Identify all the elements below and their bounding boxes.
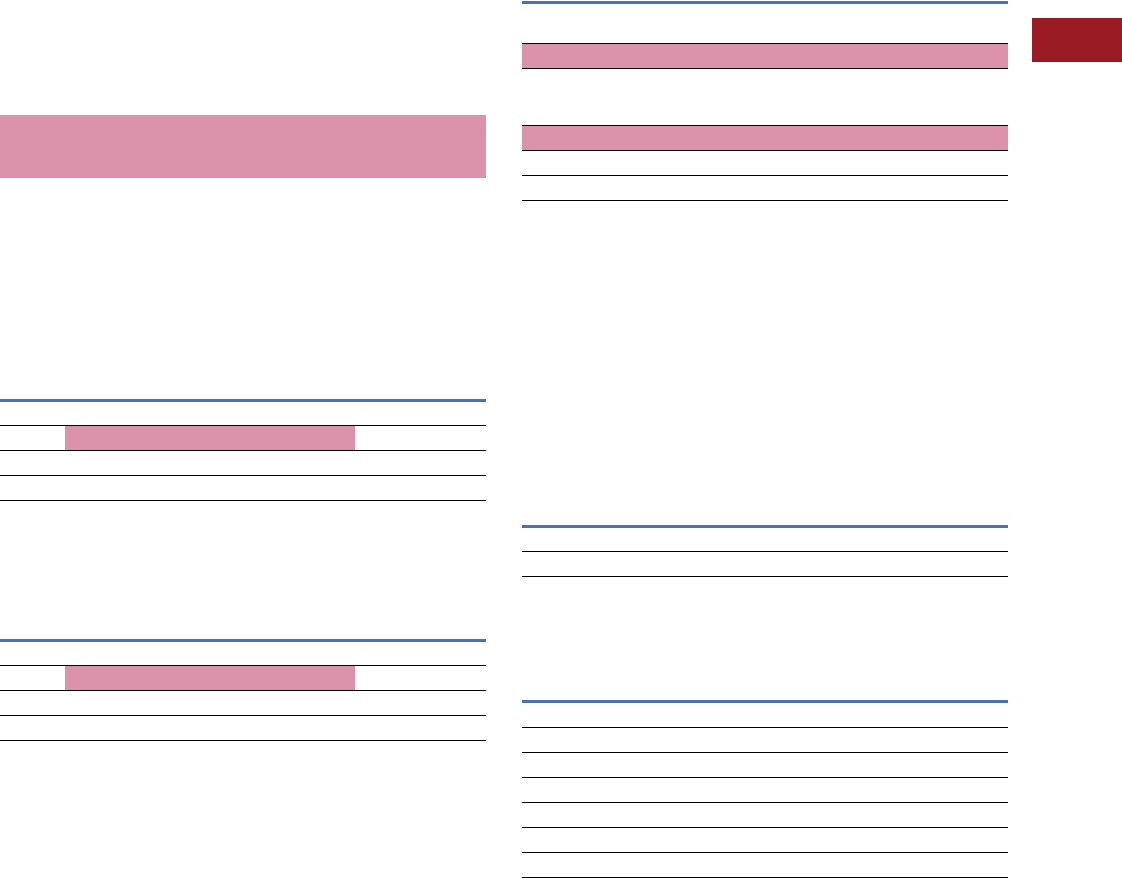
row-rule xyxy=(0,690,486,691)
row-rule xyxy=(0,740,486,741)
row-rule xyxy=(522,802,1008,803)
header-row xyxy=(522,43,1008,68)
table xyxy=(0,639,486,741)
highlight-cell xyxy=(65,425,355,450)
row-rule xyxy=(522,551,1008,552)
row-rule xyxy=(0,665,486,666)
table xyxy=(522,700,1008,878)
highlight-cell xyxy=(65,665,355,690)
table-top-rule xyxy=(0,399,486,402)
row-rule xyxy=(522,200,1008,201)
table-top-rule xyxy=(522,1,1008,4)
table xyxy=(0,399,486,501)
row-rule xyxy=(522,125,1008,126)
row-rule xyxy=(522,68,1008,69)
row-rule xyxy=(522,43,1008,44)
row-rule xyxy=(522,576,1008,577)
row-rule xyxy=(522,852,1008,853)
table xyxy=(522,525,1008,577)
row-rule xyxy=(522,752,1008,753)
table xyxy=(522,1,1008,201)
table-top-rule xyxy=(522,525,1008,528)
header-row xyxy=(522,125,1008,150)
row-rule xyxy=(0,500,486,501)
row-rule xyxy=(522,827,1008,828)
row-rule xyxy=(522,175,1008,176)
heading-band xyxy=(0,115,486,178)
row-rule xyxy=(522,777,1008,778)
section-tab xyxy=(1032,18,1122,62)
row-rule xyxy=(522,150,1008,151)
row-rule xyxy=(0,475,486,476)
row-rule xyxy=(0,450,486,451)
row-rule xyxy=(522,727,1008,728)
row-rule xyxy=(0,715,486,716)
table-top-rule xyxy=(522,700,1008,703)
table-top-rule xyxy=(0,639,486,642)
row-rule xyxy=(0,425,486,426)
